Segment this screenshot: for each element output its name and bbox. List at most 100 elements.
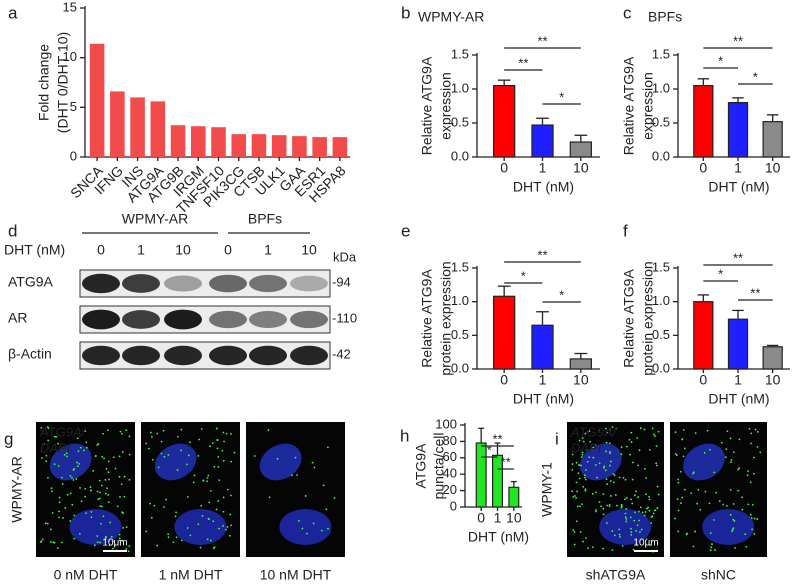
puncta — [648, 448, 651, 451]
puncta — [84, 430, 87, 432]
puncta — [580, 456, 583, 458]
puncta — [581, 451, 584, 454]
puncta — [99, 505, 102, 508]
bar — [693, 84, 714, 158]
puncta — [630, 533, 633, 536]
puncta — [311, 461, 314, 464]
puncta — [621, 544, 624, 547]
puncta — [118, 539, 121, 542]
puncta — [674, 431, 677, 434]
puncta — [605, 450, 607, 453]
puncta — [116, 505, 119, 508]
y-tick-label: 0.5 — [652, 327, 670, 342]
puncta — [624, 516, 627, 519]
puncta — [581, 453, 584, 456]
x-axis-label: DHT (nM) — [708, 391, 769, 407]
puncta — [694, 530, 696, 533]
puncta — [694, 432, 697, 435]
puncta — [619, 535, 621, 538]
stain-label: ATG9A/ — [39, 424, 87, 439]
puncta — [47, 439, 50, 442]
puncta — [651, 427, 654, 430]
blot-size: -110 — [332, 310, 357, 325]
puncta — [749, 481, 752, 484]
puncta — [66, 493, 69, 496]
puncta — [49, 528, 52, 531]
puncta — [206, 480, 209, 483]
blot-row-label: AR — [8, 310, 27, 326]
puncta — [645, 538, 648, 541]
puncta — [595, 509, 597, 511]
puncta — [606, 504, 609, 507]
puncta — [704, 490, 707, 493]
puncta — [575, 520, 578, 523]
puncta — [703, 451, 706, 454]
puncta — [202, 479, 205, 482]
puncta — [107, 471, 110, 474]
puncta — [212, 547, 215, 550]
puncta — [276, 457, 279, 460]
puncta — [305, 532, 308, 535]
puncta — [123, 495, 126, 498]
puncta — [69, 520, 72, 522]
puncta — [649, 544, 652, 547]
puncta — [102, 432, 105, 435]
puncta — [630, 527, 632, 530]
puncta — [677, 509, 680, 512]
puncta — [722, 503, 725, 506]
puncta — [291, 474, 293, 477]
puncta — [606, 483, 609, 486]
puncta — [83, 449, 85, 452]
panel-letter: g — [4, 429, 13, 448]
puncta — [651, 515, 654, 518]
puncta — [226, 526, 229, 528]
puncta — [648, 509, 651, 512]
puncta — [582, 485, 585, 488]
puncta — [98, 479, 101, 482]
nucleus — [599, 509, 652, 545]
puncta — [104, 478, 107, 481]
puncta — [630, 431, 633, 434]
blot-treatment: DHT (nM) — [4, 242, 65, 258]
puncta — [84, 487, 87, 490]
puncta — [595, 510, 597, 513]
puncta — [650, 522, 653, 524]
bar — [508, 486, 520, 508]
puncta — [207, 474, 210, 477]
significance-label: * — [559, 89, 564, 104]
puncta — [715, 491, 718, 494]
puncta — [176, 469, 179, 471]
puncta — [71, 476, 73, 479]
significance-label: * — [521, 268, 526, 283]
puncta — [579, 531, 582, 533]
puncta — [253, 455, 256, 457]
puncta — [216, 439, 219, 441]
puncta — [167, 533, 170, 536]
puncta — [592, 456, 595, 459]
puncta — [304, 495, 307, 497]
y-tick-label: 10 — [63, 49, 77, 64]
puncta — [729, 513, 732, 516]
puncta — [57, 465, 60, 467]
puncta — [222, 459, 225, 462]
puncta — [629, 453, 631, 456]
panel-letter: b — [401, 3, 410, 22]
puncta — [591, 546, 594, 548]
puncta — [57, 442, 59, 445]
chart-title: WPMY-AR — [418, 9, 484, 25]
blot-unit: kDa — [333, 249, 357, 264]
bar — [251, 134, 267, 157]
puncta — [643, 428, 646, 431]
puncta — [611, 530, 614, 532]
puncta — [217, 500, 220, 502]
puncta — [602, 493, 605, 496]
puncta — [185, 463, 188, 466]
x-tick-label: 10 — [573, 160, 589, 176]
puncta — [618, 476, 621, 479]
puncta — [641, 511, 644, 514]
cell-line-label: WPMY-AR — [9, 456, 25, 522]
puncta — [96, 490, 99, 493]
puncta — [637, 464, 640, 467]
puncta — [122, 527, 124, 529]
